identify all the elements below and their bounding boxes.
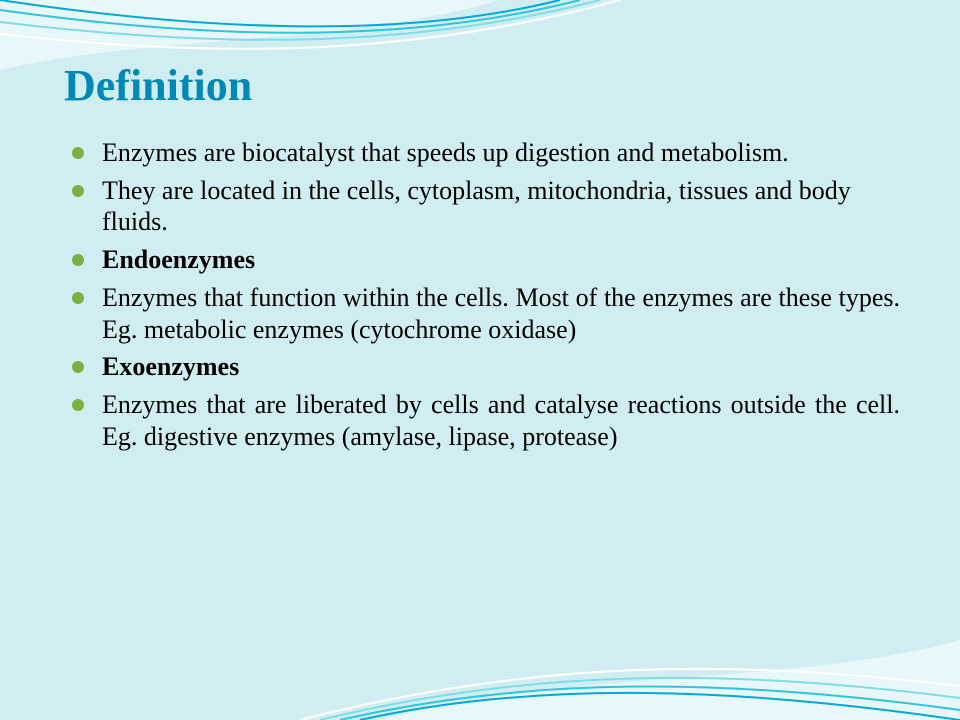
bullet-text: Exoenzymes (102, 352, 239, 381)
bullet-item: Endoenzymes (102, 244, 900, 276)
bullet-item: Enzymes that are liberated by cells and … (102, 389, 900, 452)
bullet-item: Enzymes are biocatalyst that speeds up d… (102, 137, 900, 169)
bottom-swoop-decoration (0, 520, 960, 720)
slide: Definition Enzymes are biocatalyst that … (0, 0, 960, 720)
content-area: Definition Enzymes are biocatalyst that … (60, 60, 900, 458)
bullet-item: Exoenzymes (102, 351, 900, 383)
slide-title: Definition (60, 60, 900, 111)
bullet-list: Enzymes are biocatalyst that speeds up d… (60, 137, 900, 452)
bullet-item: They are located in the cells, cytoplasm… (102, 175, 900, 238)
bullet-text: Endoenzymes (102, 245, 255, 274)
bullet-item: Enzymes that function within the cells. … (102, 282, 900, 345)
